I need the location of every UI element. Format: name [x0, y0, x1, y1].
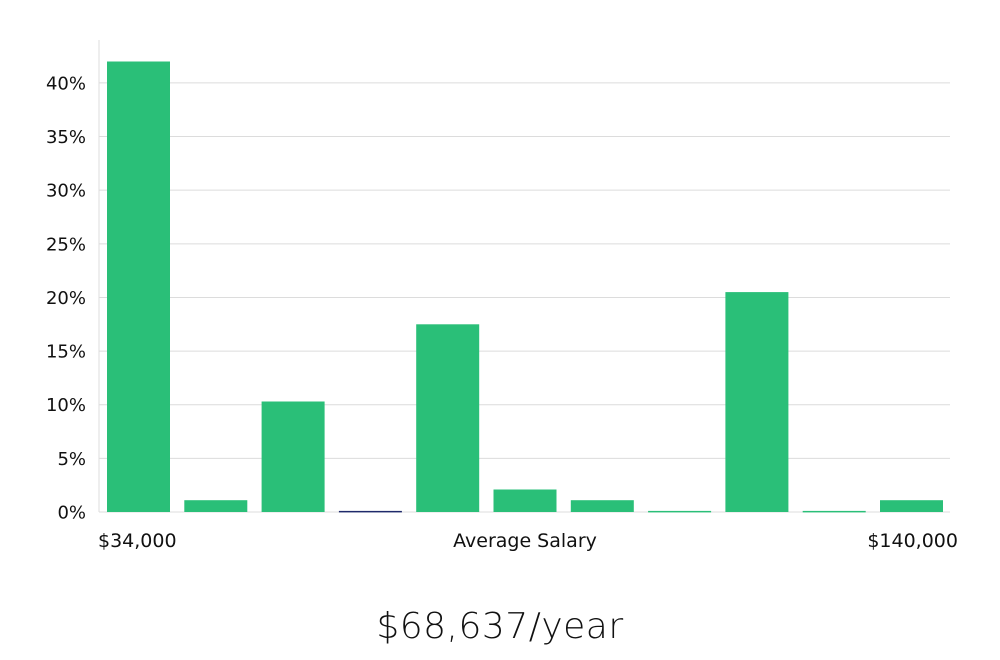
x-max-label: $140,000: [867, 530, 958, 552]
y-tick-label: 30%: [46, 181, 86, 202]
y-tick-label: 15%: [46, 342, 86, 363]
bar-3: [261, 401, 325, 512]
bar-1: [107, 61, 170, 512]
salary-histogram: 0% 5% 10% 15% 20% 25% 30% 35% 40% $34,000 Averag…: [46, 40, 958, 552]
bar-10: [802, 510, 866, 513]
y-tick-label: 20%: [46, 288, 86, 309]
x-axis-title: Average Salary: [453, 530, 597, 552]
y-tick-label: 5%: [57, 449, 86, 470]
bar-2: [184, 500, 248, 512]
bar-5: [416, 324, 480, 512]
y-tick-label: 40%: [46, 73, 86, 94]
bar-7: [570, 500, 634, 512]
bar-9: [725, 292, 789, 512]
grid-lines: [99, 82, 950, 513]
average-salary-value: $68,637/year: [376, 606, 624, 647]
bar-6: [493, 489, 557, 512]
y-tick-label: 0%: [57, 503, 86, 524]
bars: [107, 61, 943, 513]
bar-8: [648, 510, 712, 513]
y-tick-label: 35%: [46, 127, 86, 148]
x-min-label: $34,000: [98, 530, 177, 552]
y-tick-labels: 0% 5% 10% 15% 20% 25% 30% 35% 40%: [46, 73, 86, 523]
bar-11: [880, 500, 943, 512]
y-tick-label: 10%: [46, 395, 86, 416]
bar-4: [338, 510, 402, 513]
y-tick-label: 25%: [46, 234, 86, 255]
